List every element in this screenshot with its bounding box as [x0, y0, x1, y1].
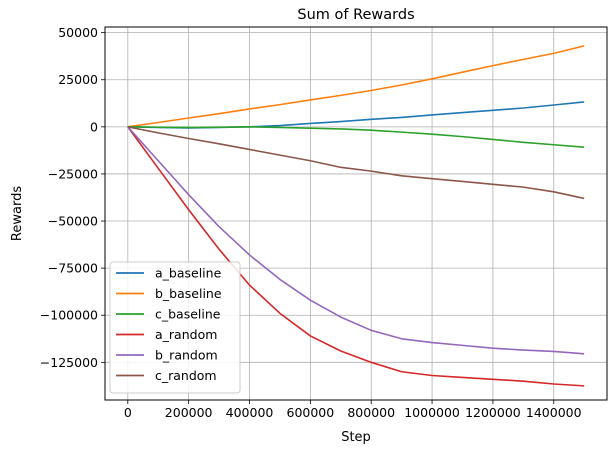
legend-label-b-random: b_random: [155, 348, 218, 363]
legend-label-a-random: a_random: [155, 327, 217, 342]
x-tick-label: 400000: [226, 405, 274, 420]
plot-frame: [104, 26, 608, 401]
legend: a_baseline b_baseline c_baseline a_random b_…: [109, 261, 241, 394]
series-line-a-baseline: [127, 101, 585, 129]
x-tick-label: 800000: [347, 405, 395, 420]
x-tick-label: 200000: [165, 405, 213, 420]
y-tick-label: −100000: [40, 308, 98, 323]
series-line-b-random: [127, 126, 585, 355]
x-tick-label: 1400000: [526, 405, 582, 420]
x-tick-label: 1200000: [465, 405, 521, 420]
series-line-c-random: [127, 126, 585, 200]
y-tick-label: −25000: [48, 166, 98, 181]
x-tick-label: 1000000: [404, 405, 460, 420]
series-lines: [127, 45, 585, 387]
y-tick-label: 25000: [58, 72, 98, 87]
y-axis-ticks: 50000 25000 0 −25000 −50000 −75000 −100000 −125…: [40, 25, 105, 370]
x-axis-ticks: 0 200000 400000 600000 800000 1000000 1200000 1…: [124, 400, 582, 420]
legend-box: [109, 261, 241, 394]
y-tick-label: −75000: [48, 261, 98, 276]
y-tick-label: 0: [90, 119, 98, 134]
series-line-b-baseline: [127, 45, 585, 128]
x-tick-label: 600000: [287, 405, 335, 420]
y-axis-label: Rewards: [10, 186, 25, 241]
legend-label-a-baseline: a_baseline: [155, 266, 222, 281]
y-tick-label: −50000: [48, 214, 98, 229]
series-line-a-random: [127, 126, 585, 387]
x-axis-label: Step: [341, 430, 371, 445]
y-tick-label: −125000: [40, 355, 98, 370]
legend-label-b-baseline: b_baseline: [155, 286, 222, 301]
legend-label-c-baseline: c_baseline: [155, 307, 221, 322]
chart-title: Sum of Rewards: [297, 7, 414, 23]
y-tick-label: 50000: [58, 25, 98, 40]
series-line-c-baseline: [127, 126, 585, 148]
legend-label-c-random: c_random: [155, 368, 217, 383]
x-tick-label: 0: [124, 405, 132, 420]
